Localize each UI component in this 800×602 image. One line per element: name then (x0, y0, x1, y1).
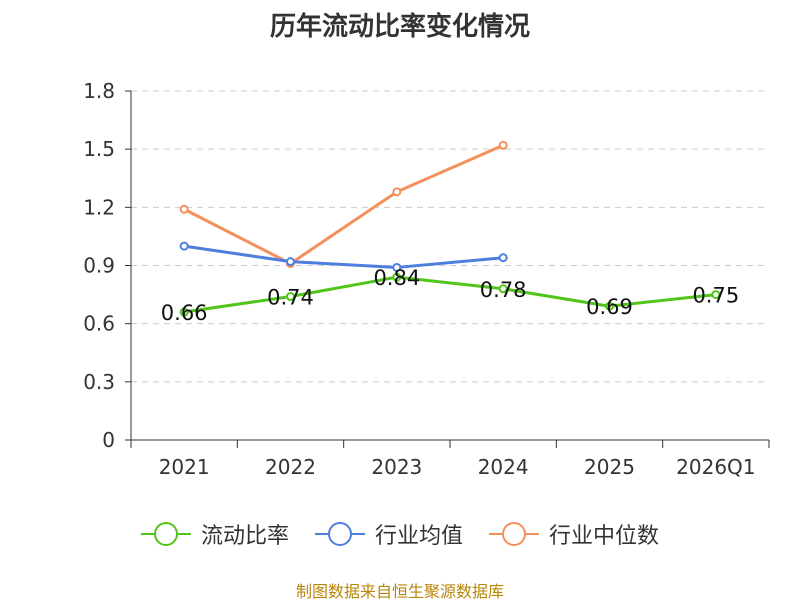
data-label: 0.78 (480, 278, 527, 302)
data-point (286, 257, 295, 267)
data-label: 0.75 (692, 284, 739, 308)
legend-label: 行业中位数 (549, 524, 660, 549)
data-point (498, 140, 508, 150)
x-tick-label: 2024 (478, 455, 529, 479)
legend-item-industry-median[interactable]: 行业中位数 (489, 518, 659, 550)
data-point (179, 204, 189, 214)
data-point (605, 301, 614, 311)
y-tick-label: 0 (102, 428, 115, 452)
y-tick-label: 1.8 (83, 79, 115, 103)
data-point (392, 187, 402, 197)
legend: 流动比率 行业均值 行业中位数 (0, 518, 800, 550)
data-point (498, 253, 508, 263)
data-label: 0.69 (586, 295, 633, 319)
x-tick-label: 2026Q1 (676, 455, 755, 479)
legend-marker-icon (140, 522, 191, 546)
legend-marker-icon (489, 522, 539, 546)
y-tick-label: 0.6 (83, 312, 115, 336)
series-line-2 (183, 143, 504, 266)
series-line-0 (183, 275, 716, 314)
y-tick-label: 1.2 (83, 195, 115, 219)
legend-label: 行业均值 (374, 524, 463, 549)
y-tick-label: 0.9 (83, 254, 115, 278)
series-line-1 (183, 244, 504, 269)
data-point (286, 292, 295, 302)
data-label: 0.84 (373, 266, 420, 290)
data-point (392, 272, 402, 282)
y-tick-label: 0.3 (83, 370, 115, 394)
data-point (179, 241, 189, 251)
x-tick-label: 2023 (371, 455, 422, 479)
data-point (498, 284, 508, 294)
y-tick-label: 1.5 (83, 137, 115, 161)
legend-item-current-ratio[interactable]: 流动比率 (140, 518, 289, 550)
x-tick-label: 2022 (265, 455, 316, 479)
data-point (392, 262, 402, 272)
legend-marker-icon (314, 522, 365, 546)
chart-title: 历年流动比率变化情况 (269, 12, 530, 42)
data-point (711, 290, 721, 300)
data-label: 0.66 (161, 301, 208, 325)
data-source-note: 制图数据来自恒生聚源数据库 (295, 582, 504, 601)
x-tick-label: 2021 (159, 455, 210, 479)
data-label: 0.74 (267, 286, 314, 310)
legend-item-industry-mean[interactable]: 行业均值 (314, 518, 463, 550)
x-tick-label: 2025 (584, 455, 635, 479)
legend-label: 流动比率 (200, 524, 289, 549)
data-point (179, 307, 189, 317)
